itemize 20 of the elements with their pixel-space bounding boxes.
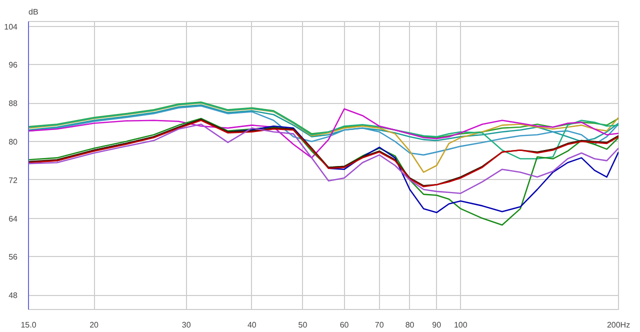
y-tick-label: 72 <box>8 176 18 185</box>
x-tick-label: 80 <box>405 320 415 330</box>
x-tick-label: 30 <box>182 320 192 330</box>
y-tick-label: 88 <box>8 99 18 108</box>
x-tick-label: 15.0 <box>20 320 37 330</box>
x-tick-label: 20 <box>90 320 100 330</box>
x-tick-label: 100 <box>454 320 468 330</box>
y-tick-label: 104 <box>4 22 18 32</box>
y-tick-label: 64 <box>8 214 18 224</box>
y-tick-label: 80 <box>8 138 18 146</box>
x-tick-label: 70 <box>374 320 384 330</box>
y-tick-label: 48 <box>8 291 18 300</box>
x-tick-label: 90 <box>432 320 442 330</box>
y-tick-label: 96 <box>8 60 18 70</box>
x-tick-label: 200Hz <box>606 320 630 330</box>
x-tick-label: 50 <box>298 320 308 330</box>
y-axis-title: dB <box>28 8 38 16</box>
x-tick-label: 40 <box>247 320 257 330</box>
x-tick-label: 60 <box>340 320 350 330</box>
y-tick-label: 56 <box>8 252 18 262</box>
